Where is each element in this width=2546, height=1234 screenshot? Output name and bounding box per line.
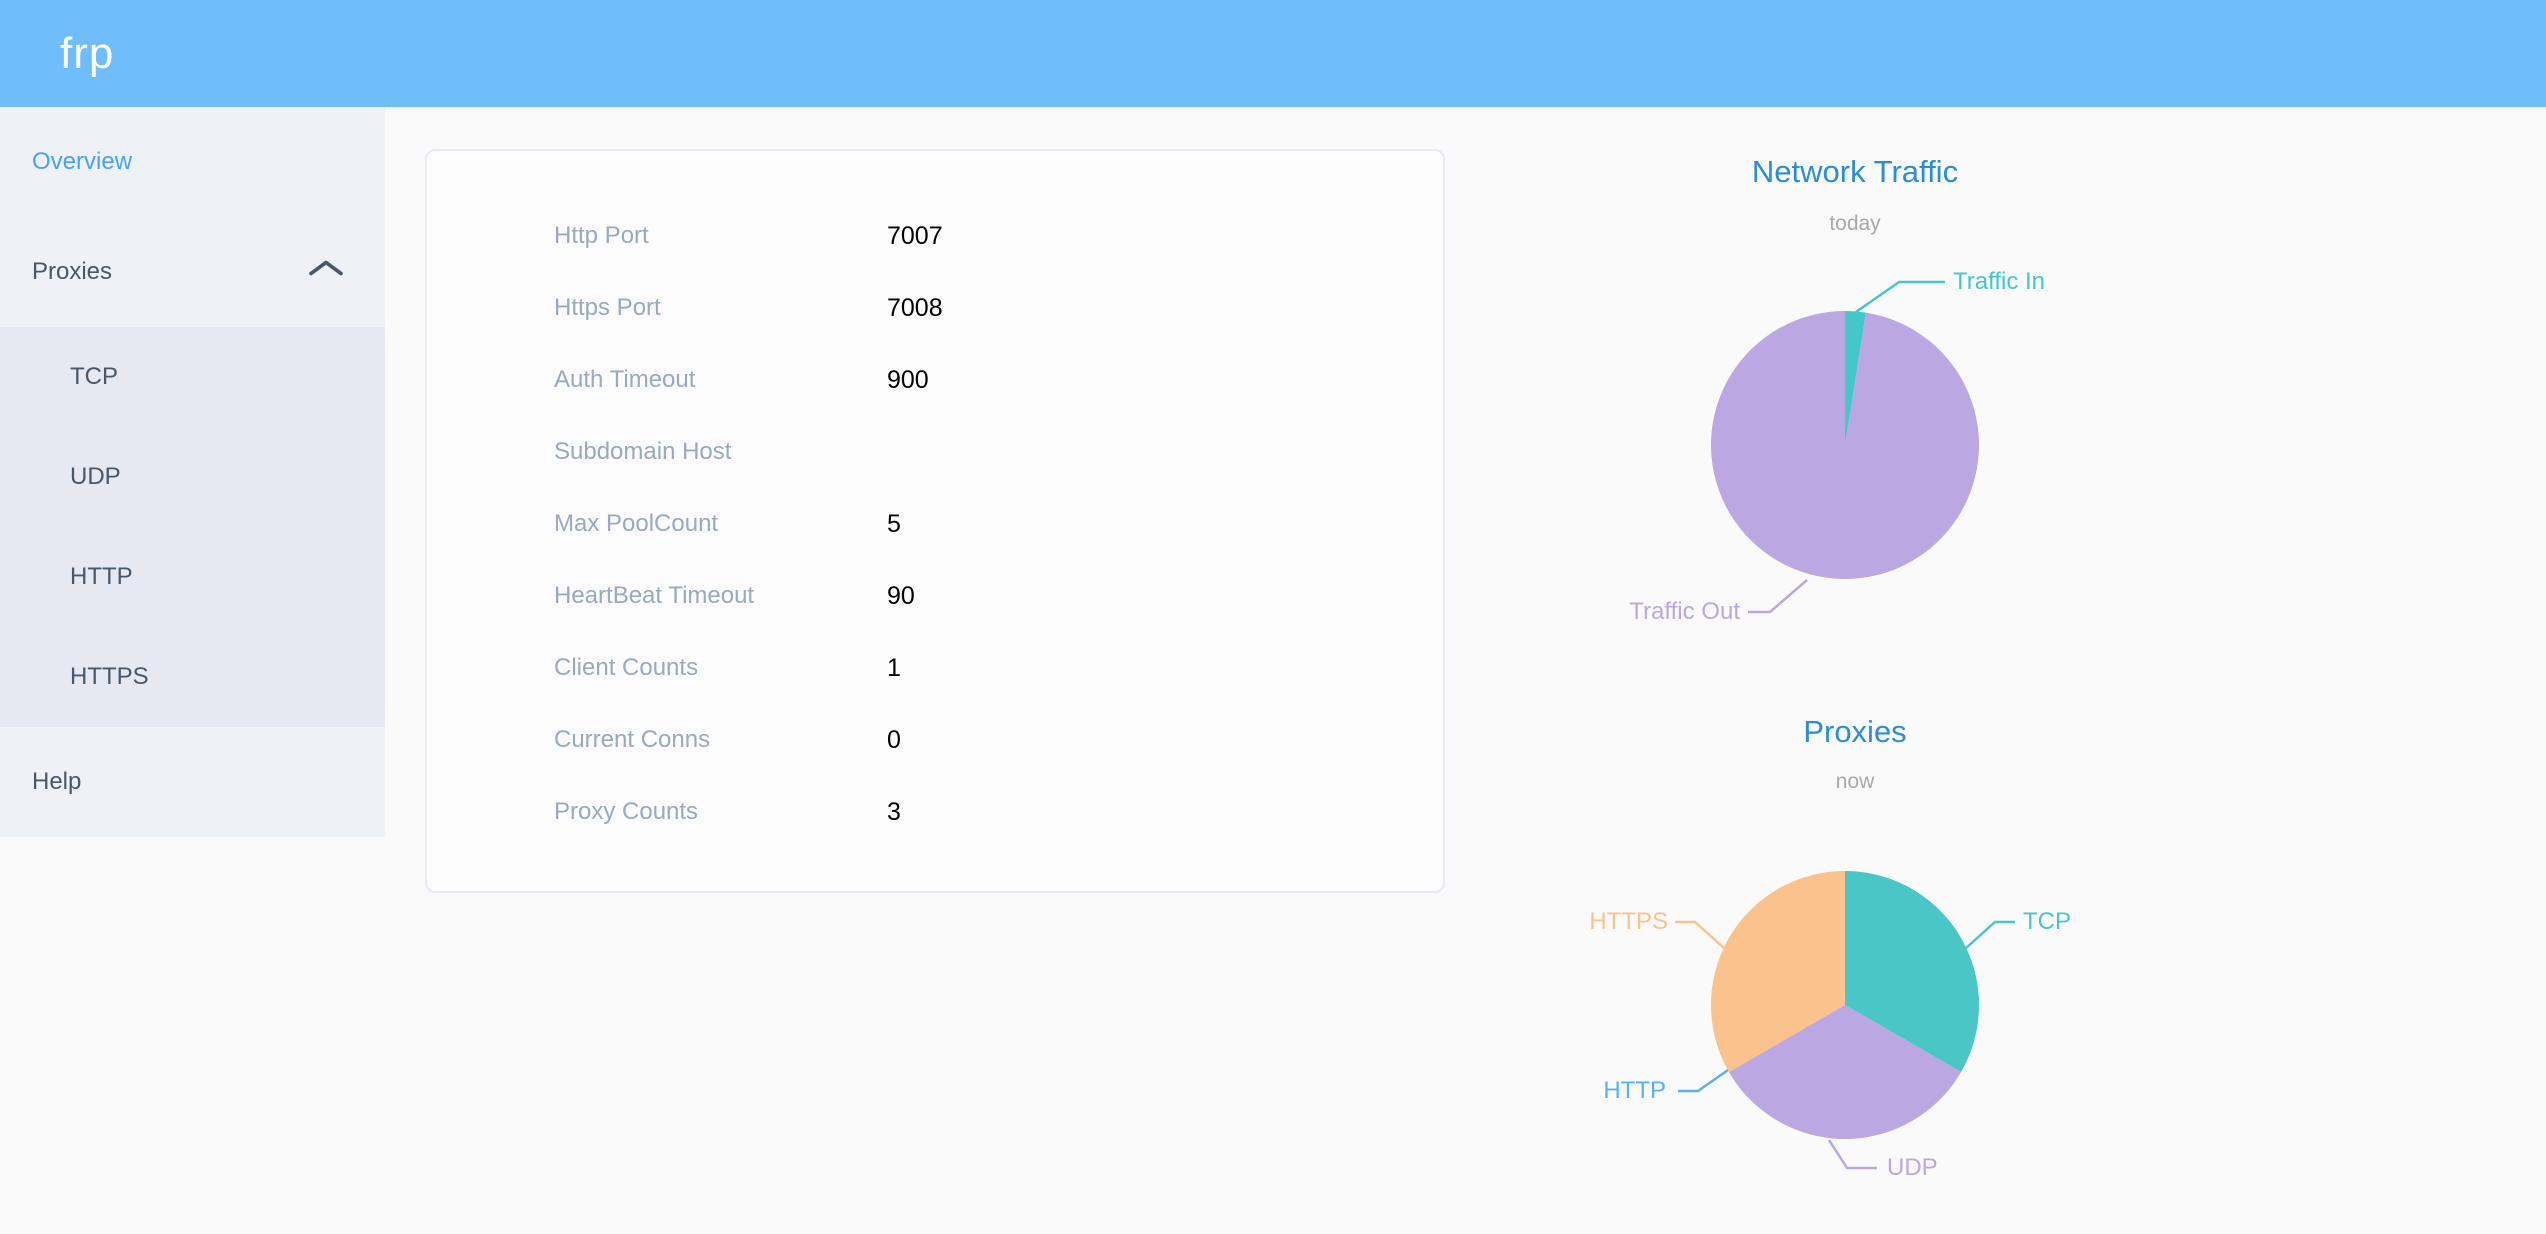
- info-label: Client Counts: [554, 654, 699, 681]
- tcp-slice-label: TCP: [2023, 908, 2071, 935]
- proxies-pie-svg[interactable]: [1585, 810, 2125, 1234]
- chevron-up-icon: [307, 258, 345, 287]
- pie-slice-https[interactable]: [1711, 871, 1845, 1072]
- sidebar-item-http[interactable]: HTTP: [0, 527, 385, 627]
- info-value: 7007: [887, 221, 943, 250]
- info-row-current-conns: Current Conns 0: [427, 704, 1443, 776]
- http-slice-label: HTTP: [1603, 1077, 1666, 1104]
- pie-slice-traffic-in[interactable]: [1845, 311, 1866, 445]
- traffic-in-leader-line: [1855, 280, 1945, 314]
- proxies-submenu: TCP UDP HTTP HTTPS: [0, 327, 385, 727]
- info-row-max-poolcount: Max PoolCount 5: [427, 488, 1443, 560]
- info-value: 0: [887, 725, 901, 754]
- sidebar-item-overview-label: Overview: [32, 148, 133, 175]
- sidebar-item-udp[interactable]: UDP: [0, 427, 385, 527]
- sidebar-item-tcp[interactable]: TCP: [0, 327, 385, 427]
- info-label: Auth Timeout: [554, 366, 696, 393]
- https-slice-label: HTTPS: [1589, 908, 1668, 935]
- traffic-in-label: Traffic In: [1953, 268, 2046, 295]
- http-leader-line: [1678, 1068, 1729, 1093]
- info-row-proxy-counts: Proxy Counts 3: [427, 776, 1443, 848]
- info-row-subdomain-host: Subdomain Host: [427, 416, 1443, 488]
- sidebar-item-udp-label: UDP: [70, 463, 121, 490]
- info-value: 90: [887, 581, 915, 610]
- info-label: HeartBeat Timeout: [554, 582, 755, 609]
- network-traffic-pie-svg[interactable]: [1585, 250, 2125, 680]
- info-label: Http Port: [554, 222, 649, 249]
- traffic-out-leader-line: [1748, 579, 1808, 614]
- pie-slice-traffic-out[interactable]: [1711, 311, 1979, 579]
- info-row-https-port: Https Port 7008: [427, 272, 1443, 344]
- app-header: frp: [0, 0, 2546, 107]
- sidebar-item-proxies[interactable]: Proxies: [0, 217, 385, 327]
- info-label: Https Port: [554, 294, 661, 321]
- udp-slice-label: UDP: [1887, 1154, 1938, 1181]
- server-info-card: Http Port 7007 Https Port 7008 Auth Time…: [425, 149, 1445, 893]
- sidebar-item-help[interactable]: Help: [0, 727, 385, 837]
- info-label: Proxy Counts: [554, 798, 699, 825]
- traffic-out-label: Traffic Out: [1629, 598, 1740, 625]
- sidebar-item-https[interactable]: HTTPS: [0, 627, 385, 727]
- pie-slice-udp[interactable]: [1728, 1005, 1962, 1139]
- info-value: 5: [887, 509, 901, 538]
- network-traffic-pie-chart[interactable]: Traffic In Traffic Out: [1585, 250, 2125, 680]
- info-row-heartbeat-timeout: HeartBeat Timeout 90: [427, 560, 1443, 632]
- info-row-auth-timeout: Auth Timeout 900: [427, 344, 1443, 416]
- sidebar-item-overview[interactable]: Overview: [0, 107, 385, 217]
- info-row-client-counts: Client Counts 1: [427, 632, 1443, 704]
- proxies-pie-chart[interactable]: TCP HTTPS HTTP UDP: [1585, 810, 2125, 1234]
- proxies-chart-title: Proxies: [1803, 714, 1907, 749]
- sidebar-item-http-label: HTTP: [70, 563, 133, 590]
- info-label: Max PoolCount: [554, 510, 719, 537]
- frp-logo: frp: [60, 28, 115, 78]
- udp-leader-line: [1827, 1139, 1877, 1170]
- info-value: 1: [887, 653, 901, 682]
- https-leader-line: [1675, 920, 1725, 949]
- info-label: Subdomain Host: [554, 438, 732, 465]
- info-value: 900: [887, 365, 929, 394]
- pie-slice-tcp[interactable]: [1845, 871, 1979, 1072]
- sidebar-item-help-label: Help: [32, 768, 82, 795]
- sidebar-item-tcp-label: TCP: [70, 363, 118, 390]
- tcp-leader-line: [1965, 920, 2015, 949]
- sidebar-item-https-label: HTTPS: [70, 663, 149, 690]
- info-value: 3: [887, 797, 901, 826]
- proxies-chart-subtitle: now: [1835, 770, 1875, 793]
- info-label: Current Conns: [554, 726, 711, 753]
- info-row-http-port: Http Port 7007: [427, 200, 1443, 272]
- network-traffic-title: Network Traffic: [1751, 154, 1959, 189]
- sidebar-item-proxies-label: Proxies: [32, 258, 113, 285]
- network-traffic-subtitle: today: [1829, 212, 1881, 235]
- info-value: 7008: [887, 293, 943, 322]
- sidebar: Overview Proxies TCP UDP HTTP HTTPS Help: [0, 107, 385, 837]
